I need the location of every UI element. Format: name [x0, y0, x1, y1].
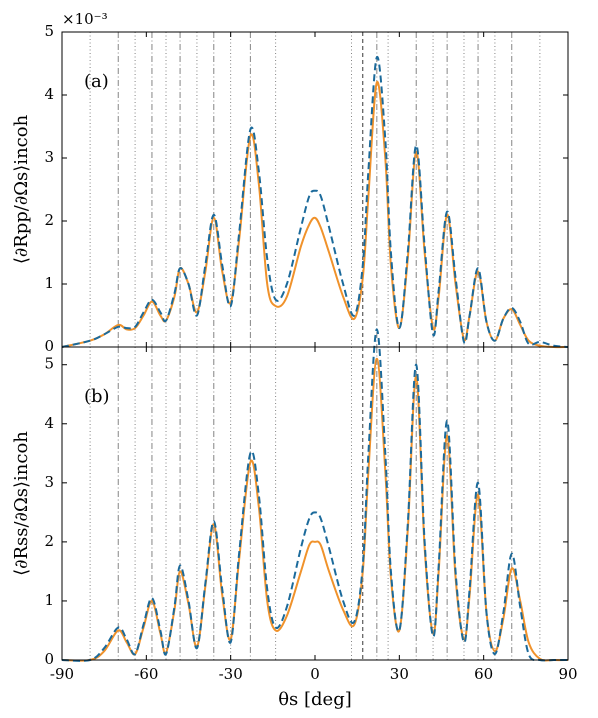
x-axis-label: θs [deg] [278, 689, 352, 710]
y-tick-label: 2 [44, 211, 54, 229]
y-tick-label: 3 [44, 473, 54, 491]
y-tick-label: 1 [44, 274, 54, 292]
data-line [61, 81, 569, 349]
plot-frame [61, 346, 569, 661]
x-tick-label: 0 [310, 665, 320, 683]
y-axis-label: ⟨∂Rss/∂Ωs⟩incoh [11, 431, 32, 576]
x-tick-label: -30 [219, 665, 243, 683]
x-tick-label: 90 [558, 665, 577, 683]
y-tick-label: 4 [44, 414, 54, 432]
y-tick-label: 3 [44, 148, 54, 166]
x-tick-label: 60 [474, 665, 493, 683]
y-tick-label: 0 [44, 650, 54, 668]
data-line [61, 357, 569, 662]
x-tick-label: -60 [134, 665, 158, 683]
plot-frame [61, 31, 569, 348]
axis-exponent: ×10⁻³ [62, 10, 108, 28]
y-tick-label: 5 [44, 355, 54, 373]
y-axis-label: ⟨∂Rpp/∂Ωs⟩incoh [11, 114, 32, 264]
x-tick-label: -90 [50, 665, 74, 683]
panel-label: (a) [84, 71, 109, 92]
y-tick-label: 0 [44, 337, 54, 355]
y-tick-label: 2 [44, 532, 54, 550]
y-tick-label: 5 [44, 22, 54, 40]
x-tick-label: 30 [390, 665, 409, 683]
y-tick-label: 4 [44, 85, 54, 103]
panel-label: (b) [84, 386, 110, 407]
data-line [61, 328, 568, 662]
y-tick-label: 1 [44, 591, 54, 609]
data-line [61, 56, 569, 348]
